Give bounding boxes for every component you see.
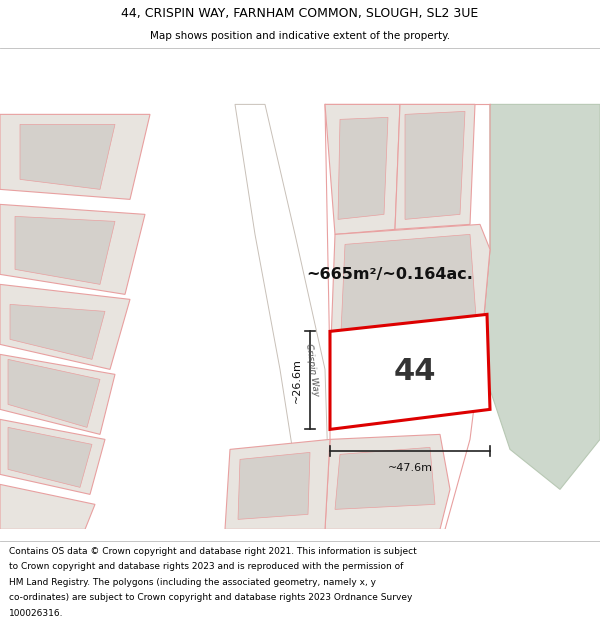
Polygon shape <box>0 114 150 199</box>
Polygon shape <box>10 304 105 359</box>
Polygon shape <box>0 484 95 529</box>
Polygon shape <box>20 124 115 189</box>
Polygon shape <box>0 419 105 494</box>
Polygon shape <box>325 104 400 234</box>
Polygon shape <box>330 224 490 369</box>
Polygon shape <box>15 216 115 284</box>
Polygon shape <box>325 434 450 529</box>
Text: Crispin Way: Crispin Way <box>304 342 320 396</box>
Polygon shape <box>395 104 475 229</box>
Polygon shape <box>0 204 145 294</box>
Polygon shape <box>235 104 330 529</box>
Polygon shape <box>335 448 435 509</box>
Text: 44: 44 <box>394 357 436 386</box>
Text: ~665m²/~0.164ac.: ~665m²/~0.164ac. <box>307 267 473 282</box>
Text: to Crown copyright and database rights 2023 and is reproduced with the permissio: to Crown copyright and database rights 2… <box>9 562 403 571</box>
Polygon shape <box>8 428 92 488</box>
Text: co-ordinates) are subject to Crown copyright and database rights 2023 Ordnance S: co-ordinates) are subject to Crown copyr… <box>9 593 412 602</box>
Text: 100026316.: 100026316. <box>9 609 64 618</box>
Text: HM Land Registry. The polygons (including the associated geometry, namely x, y: HM Land Registry. The polygons (includin… <box>9 578 376 587</box>
Polygon shape <box>238 452 310 519</box>
Polygon shape <box>405 111 465 219</box>
Text: 44, CRISPIN WAY, FARNHAM COMMON, SLOUGH, SL2 3UE: 44, CRISPIN WAY, FARNHAM COMMON, SLOUGH,… <box>121 7 479 20</box>
Polygon shape <box>330 314 490 429</box>
Text: Contains OS data © Crown copyright and database right 2021. This information is : Contains OS data © Crown copyright and d… <box>9 546 417 556</box>
Polygon shape <box>480 104 600 489</box>
Text: ~47.6m: ~47.6m <box>388 463 433 473</box>
Text: Map shows position and indicative extent of the property.: Map shows position and indicative extent… <box>150 31 450 41</box>
Polygon shape <box>0 354 115 434</box>
Polygon shape <box>0 284 130 369</box>
Polygon shape <box>340 234 478 354</box>
Polygon shape <box>338 118 388 219</box>
Polygon shape <box>225 439 330 529</box>
Polygon shape <box>8 359 100 428</box>
Text: ~26.6m: ~26.6m <box>292 358 302 402</box>
